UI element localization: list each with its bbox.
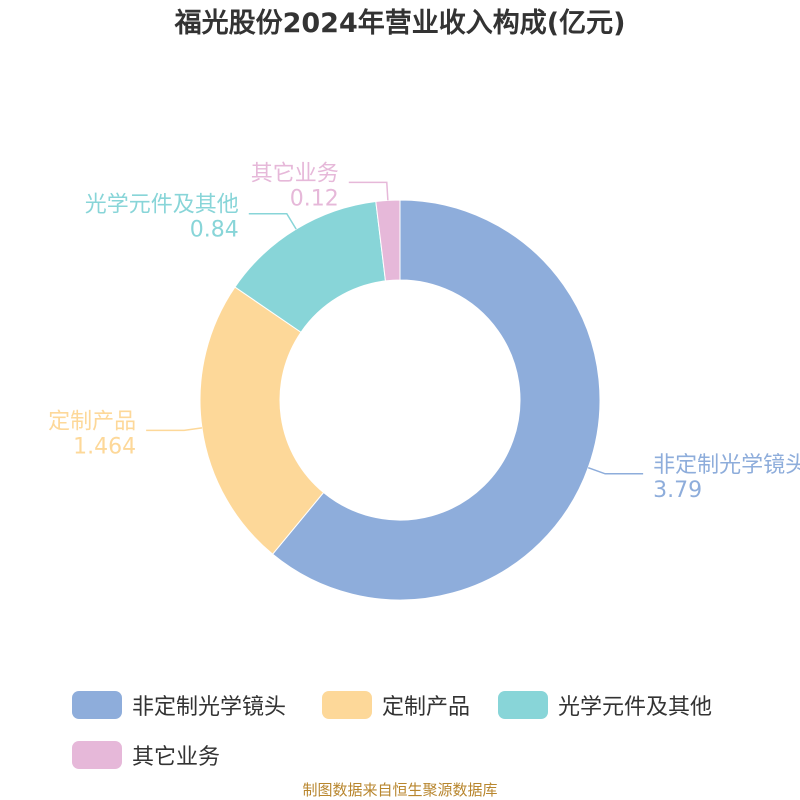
leader-line-3 <box>348 181 389 201</box>
legend-item-3[interactable]: 其它业务 <box>72 738 220 772</box>
slice-0[interactable] <box>271 199 601 601</box>
slice-value-0: 3.79 <box>653 478 702 503</box>
slice-label-3: 其它业务 <box>251 161 339 186</box>
leader-line-2 <box>248 212 297 230</box>
slice-1[interactable] <box>199 286 325 555</box>
slice-label-2: 光学元件及其他 <box>85 193 239 218</box>
legend-item-0[interactable]: 非定制光学镜头 <box>72 688 286 722</box>
legend-item-1[interactable]: 定制产品 <box>322 688 470 722</box>
slice-value-3: 0.12 <box>290 186 339 211</box>
chart-title: 福光股份2024年营业收入构成(亿元) <box>174 8 626 39</box>
slice-label-0: 非定制光学镜头 <box>653 453 800 478</box>
leader-line-0 <box>587 466 644 475</box>
legend-swatch-1 <box>322 691 372 719</box>
slice-value-2: 0.84 <box>190 218 239 243</box>
leader-line-1 <box>146 427 203 432</box>
legend-swatch-0 <box>72 691 122 719</box>
legend-label-3: 其它业务 <box>132 745 221 770</box>
slice-value-1: 1.464 <box>73 434 136 459</box>
legend-label-2: 光学元件及其他 <box>558 695 713 720</box>
legend-swatch-3 <box>72 741 122 769</box>
slice-label-1: 定制产品 <box>48 409 136 434</box>
legend-item-2[interactable]: 光学元件及其他 <box>498 688 712 722</box>
slice-3[interactable] <box>375 199 401 282</box>
legend-swatch-2 <box>498 691 548 719</box>
legend-label-1: 定制产品 <box>382 695 471 720</box>
source-note: 制图数据来自恒生聚源数据库 <box>302 781 498 799</box>
legend-label-0: 非定制光学镜头 <box>132 695 287 720</box>
